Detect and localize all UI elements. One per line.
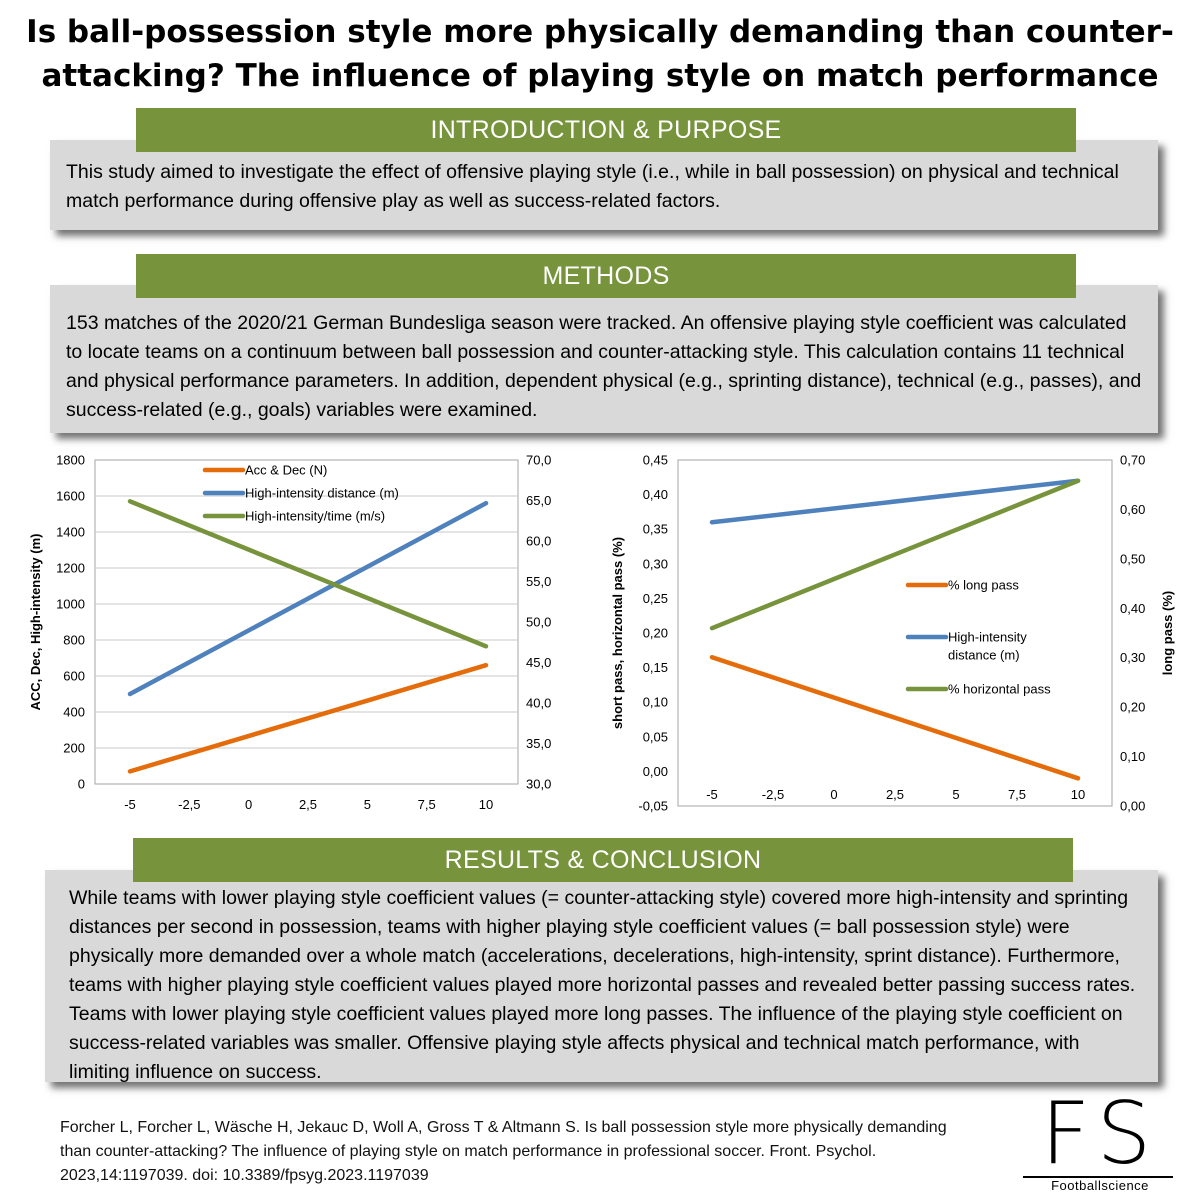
y-tick-label: 0,20	[643, 626, 668, 641]
y2-tick-label: 0,50	[1120, 551, 1145, 566]
legend-label-1: % long pass	[948, 578, 1019, 593]
legend-label-2: High-intensity distance (m)	[948, 630, 1027, 663]
y-tick-label: 0,40	[643, 487, 668, 502]
x-tick-label: 10	[479, 797, 493, 812]
y2-axis-title: long pass (%)	[1160, 591, 1175, 676]
legend-label-1: Acc & Dec (N)	[245, 463, 327, 478]
x-tick-label: 5	[952, 787, 959, 802]
y2-tick-label: 65,0	[526, 493, 551, 508]
x-tick-label: -2,5	[178, 797, 200, 812]
poster-title: Is ball-possession style more physically…	[26, 14, 1174, 94]
y2-tick-label: 0,30	[1120, 650, 1145, 665]
y2-tick-label: 0,00	[1120, 799, 1145, 814]
legend-label-3: % horizontal pass	[948, 682, 1051, 697]
x-tick-label: 7,5	[1008, 787, 1026, 802]
y-tick-label: 800	[63, 633, 85, 648]
y2-tick-label: 60,0	[526, 534, 551, 549]
y-tick-label: -0,05	[638, 799, 668, 814]
intro-heading: INTRODUCTION & PURPOSE	[136, 108, 1076, 152]
y2-tick-label: 40,0	[526, 696, 551, 711]
results-text: While teams with lower playing style coe…	[69, 887, 1136, 1083]
y2-tick-label: 50,0	[526, 615, 551, 630]
y2-tick-label: 45,0	[526, 655, 551, 670]
intro-text: This study aimed to investigate the effe…	[66, 161, 1119, 212]
series-line-1	[709, 654, 1081, 781]
y-tick-label: 1000	[56, 597, 85, 612]
passing-chart-svg: -0,05 0,00 0,05 0,10 0,15 0,20 0,25 0,30 0,35 0,4…	[610, 453, 1175, 814]
legend-label-3: High-intensity/time (m/s)	[245, 509, 385, 524]
y2-tick-label: 55,0	[526, 574, 551, 589]
intro-panel: This study aimed to investigate the effe…	[50, 140, 1158, 230]
series-line-3	[709, 478, 1081, 631]
passing-chart: -0,05 0,00 0,05 0,10 0,15 0,20 0,25 0,30 0,35 0,4…	[600, 445, 1200, 835]
x-tick-label: 5	[364, 797, 371, 812]
y-tick-label: 0,35	[643, 522, 668, 537]
y-tick-label: 1200	[56, 561, 85, 576]
y-tick-label: 1400	[56, 525, 85, 540]
y2-tick-label: 70,0	[526, 453, 551, 468]
x-tick-label: 7,5	[418, 797, 436, 812]
plot-area	[94, 459, 519, 785]
y2-tick-label: 0,70	[1120, 453, 1145, 468]
y-tick-label: 0,25	[643, 591, 668, 606]
y-tick-label: 0,15	[643, 660, 668, 675]
x-tick-label: 2,5	[886, 787, 904, 802]
y-tick-label: 1800	[56, 453, 85, 468]
citation: Forcher L, Forcher L, Wäsche H, Jekauc D…	[60, 1119, 947, 1184]
methods-text: 153 matches of the 2020/21 German Bundes…	[66, 312, 1142, 421]
methods-heading: METHODS	[136, 254, 1076, 298]
y-axis-title: short pass, horizontal pass (%)	[610, 537, 625, 729]
y-axis-title: ACC, Dec, High-intensity (m)	[28, 534, 43, 711]
x-tick-label: -2,5	[762, 787, 784, 802]
physical-chart-svg: 0 200 400 600 800 1000 1200 1400 1600 1800 30,0 35,…	[28, 453, 586, 813]
physical-performance-chart: 0 200 400 600 800 1000 1200 1400 1600 1800 30,0 35,…	[0, 445, 586, 835]
y-tick-label: 0,10	[643, 695, 668, 710]
x-tick-label: 0	[830, 787, 837, 802]
legend-label-2: High-intensity distance (m)	[245, 486, 399, 501]
footballscience-logo: FS Footballscience	[1015, 1088, 1185, 1195]
y-tick-label: 600	[63, 669, 85, 684]
y-tick-label: 200	[63, 741, 85, 756]
series-line-2	[127, 500, 489, 697]
logo-mark: FS	[1040, 1084, 1160, 1184]
x-tick-label: -5	[706, 787, 718, 802]
logo-divider	[1023, 1176, 1173, 1178]
logo-wordmark: Footballscience	[1051, 1178, 1149, 1193]
y-tick-label: 0	[78, 777, 85, 792]
y2-tick-label: 0,10	[1120, 749, 1145, 764]
results-panel: While teams with lower playing style coe…	[45, 870, 1158, 1083]
y-tick-label: 1600	[56, 489, 85, 504]
y2-tick-label: 35,0	[526, 736, 551, 751]
y2-tick-label: 0,20	[1120, 700, 1145, 715]
series-line-3	[127, 499, 489, 649]
y-tick-label: 0,00	[643, 764, 668, 779]
x-tick-label: -5	[124, 797, 136, 812]
y2-tick-label: 0,40	[1120, 601, 1145, 616]
series-line-2	[709, 478, 1081, 525]
plot-area	[677, 459, 1113, 807]
y-tick-label: 400	[63, 705, 85, 720]
series-line-1	[127, 662, 489, 774]
y-tick-label: 0,05	[643, 729, 668, 744]
x-tick-label: 10	[1071, 787, 1085, 802]
y2-tick-label: 0,60	[1120, 502, 1145, 517]
y2-tick-label: 30,0	[526, 777, 551, 792]
results-heading: RESULTS & CONCLUSION	[133, 838, 1073, 882]
y-tick-label: 0,30	[643, 556, 668, 571]
x-tick-label: 2,5	[299, 797, 317, 812]
x-tick-label: 0	[245, 797, 252, 812]
y-tick-label: 0,45	[643, 453, 668, 468]
methods-panel: 153 matches of the 2020/21 German Bundes…	[50, 285, 1158, 433]
